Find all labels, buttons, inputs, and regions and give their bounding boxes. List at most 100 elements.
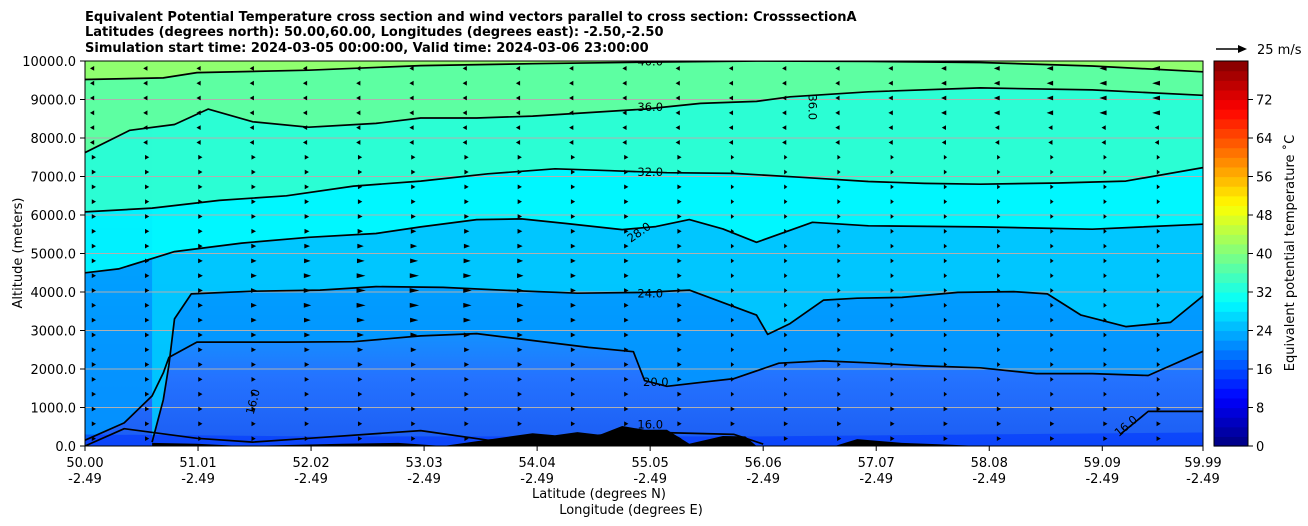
contour-label: 20.0: [643, 375, 669, 389]
contour-label-group: 40.0: [637, 61, 663, 68]
wind-vector-icon: [89, 80, 95, 86]
y-tick-label: 8000.0: [31, 132, 77, 147]
band-40: [85, 61, 1203, 80]
wind-vector-icon: [1156, 406, 1161, 412]
wind-vector-icon: [145, 169, 150, 175]
wind-vector-icon: [730, 421, 735, 427]
x-axis: 50.00-2.4951.01-2.4952.02-2.4953.03-2.49…: [66, 446, 1222, 487]
wind-vector-icon: [941, 125, 946, 131]
wind-vectors: [89, 66, 1161, 441]
wind-vector-icon: [356, 273, 366, 279]
colorbar-swatch: [1214, 349, 1248, 360]
wind-vector-icon: [730, 273, 735, 279]
wind-vector-icon: [198, 317, 203, 323]
x-tick-lon-label: -2.49: [746, 472, 780, 487]
wind-vector-icon: [91, 214, 96, 219]
wind-vector-icon: [890, 243, 894, 249]
wind-vector-icon: [837, 317, 841, 323]
wind-vector-icon: [462, 110, 467, 116]
wind-vector-icon: [144, 273, 150, 279]
wind-vector-icon: [145, 243, 150, 249]
colorbar-swatch: [1214, 369, 1248, 380]
wind-vector-icon: [1103, 228, 1107, 234]
wind-vector-icon: [1156, 376, 1161, 382]
wind-vector-icon: [677, 273, 682, 279]
contour-label: 36.0: [637, 100, 663, 114]
wind-vector-icon: [995, 125, 1000, 131]
wind-vector-icon: [198, 332, 203, 338]
wind-vector-icon: [411, 406, 416, 412]
wind-vector-icon: [677, 184, 682, 190]
wind-vector-icon: [1156, 169, 1161, 175]
wind-vector-icon: [837, 406, 842, 412]
wind-vector-icon: [89, 95, 95, 101]
wind-vector-icon: [91, 243, 96, 249]
wind-vector-icon: [1050, 347, 1054, 353]
colorbar-swatch: [1214, 224, 1248, 235]
wind-vector-icon: [1103, 258, 1107, 264]
wind-vector-icon: [251, 302, 257, 308]
wind-vector-icon: [997, 391, 1001, 397]
wind-vector-icon: [784, 154, 788, 160]
x-tick-lon-label: -2.49: [1085, 472, 1119, 487]
plot-area: 40.036.0 36.032.028.024.020.016.016.016.0: [85, 61, 1203, 446]
wind-vector-icon: [837, 214, 841, 219]
wind-vector-icon: [730, 214, 735, 219]
wind-vector-icon: [251, 228, 256, 234]
x-tick-lat-label: 51.01: [179, 456, 216, 471]
wind-vector-icon: [675, 110, 680, 116]
x-tick-lon-label: -2.49: [520, 472, 554, 487]
wind-vector-icon: [463, 258, 471, 264]
wind-vector-icon: [464, 376, 469, 382]
contour-lines: [85, 61, 1203, 446]
wind-vector-icon: [997, 169, 1001, 175]
wind-vector-icon: [1103, 169, 1107, 175]
wind-vector-icon: [251, 317, 257, 323]
wind-vector-icon: [728, 95, 734, 101]
wind-vector-icon: [145, 406, 150, 412]
wind-vector-icon: [1050, 214, 1054, 219]
wind-vector-icon: [515, 95, 521, 101]
wind-vector-icon: [251, 391, 256, 397]
x-tick-lon-label: -2.49: [181, 472, 215, 487]
wind-vector-icon: [677, 258, 682, 264]
wind-vector-icon: [888, 66, 893, 71]
colorbar-swatch: [1214, 243, 1248, 255]
wind-vector-icon: [730, 332, 735, 338]
wind-vector-icon: [675, 140, 680, 145]
wind-vector-icon: [837, 154, 841, 160]
wind-vector-icon: [357, 347, 364, 353]
wind-vector-icon: [1103, 421, 1108, 427]
wind-vector-icon: [624, 421, 629, 427]
wind-vector-icon: [198, 154, 203, 160]
wind-vector-icon: [943, 347, 948, 353]
wind-vector-icon: [943, 243, 948, 249]
wind-vector-icon: [411, 436, 416, 441]
wind-vector-icon: [196, 95, 201, 101]
colorbar-swatch: [1214, 426, 1248, 437]
wind-vector-icon: [728, 110, 734, 116]
wind-vector-icon: [196, 66, 201, 71]
colorbar-swatch: [1214, 109, 1248, 120]
wind-vector-icon: [464, 391, 469, 397]
wind-vector-icon: [357, 243, 364, 249]
wind-vector-icon: [1156, 243, 1161, 249]
wind-vector-icon: [677, 214, 682, 219]
colorbar-swatch: [1214, 70, 1248, 81]
wind-vector-icon: [462, 95, 467, 101]
wind-vector-icon: [304, 169, 309, 175]
wind-vector-icon: [1103, 436, 1108, 441]
contour-label-group: 16.0: [637, 417, 663, 431]
wind-vector-icon: [249, 66, 254, 71]
wind-vector-icon: [996, 406, 1002, 412]
wind-vector-icon: [464, 421, 469, 427]
wind-vector-icon: [728, 140, 734, 145]
wind-vector-icon: [1156, 214, 1161, 219]
wind-vector-icon: [91, 228, 96, 234]
wind-vector-icon: [784, 317, 788, 323]
wind-vector-icon: [1101, 140, 1106, 145]
wind-vector-icon: [997, 228, 1001, 234]
wind-vector-icon: [91, 362, 96, 367]
wind-vector-icon: [464, 169, 469, 175]
colorbar-swatch: [1214, 320, 1248, 332]
